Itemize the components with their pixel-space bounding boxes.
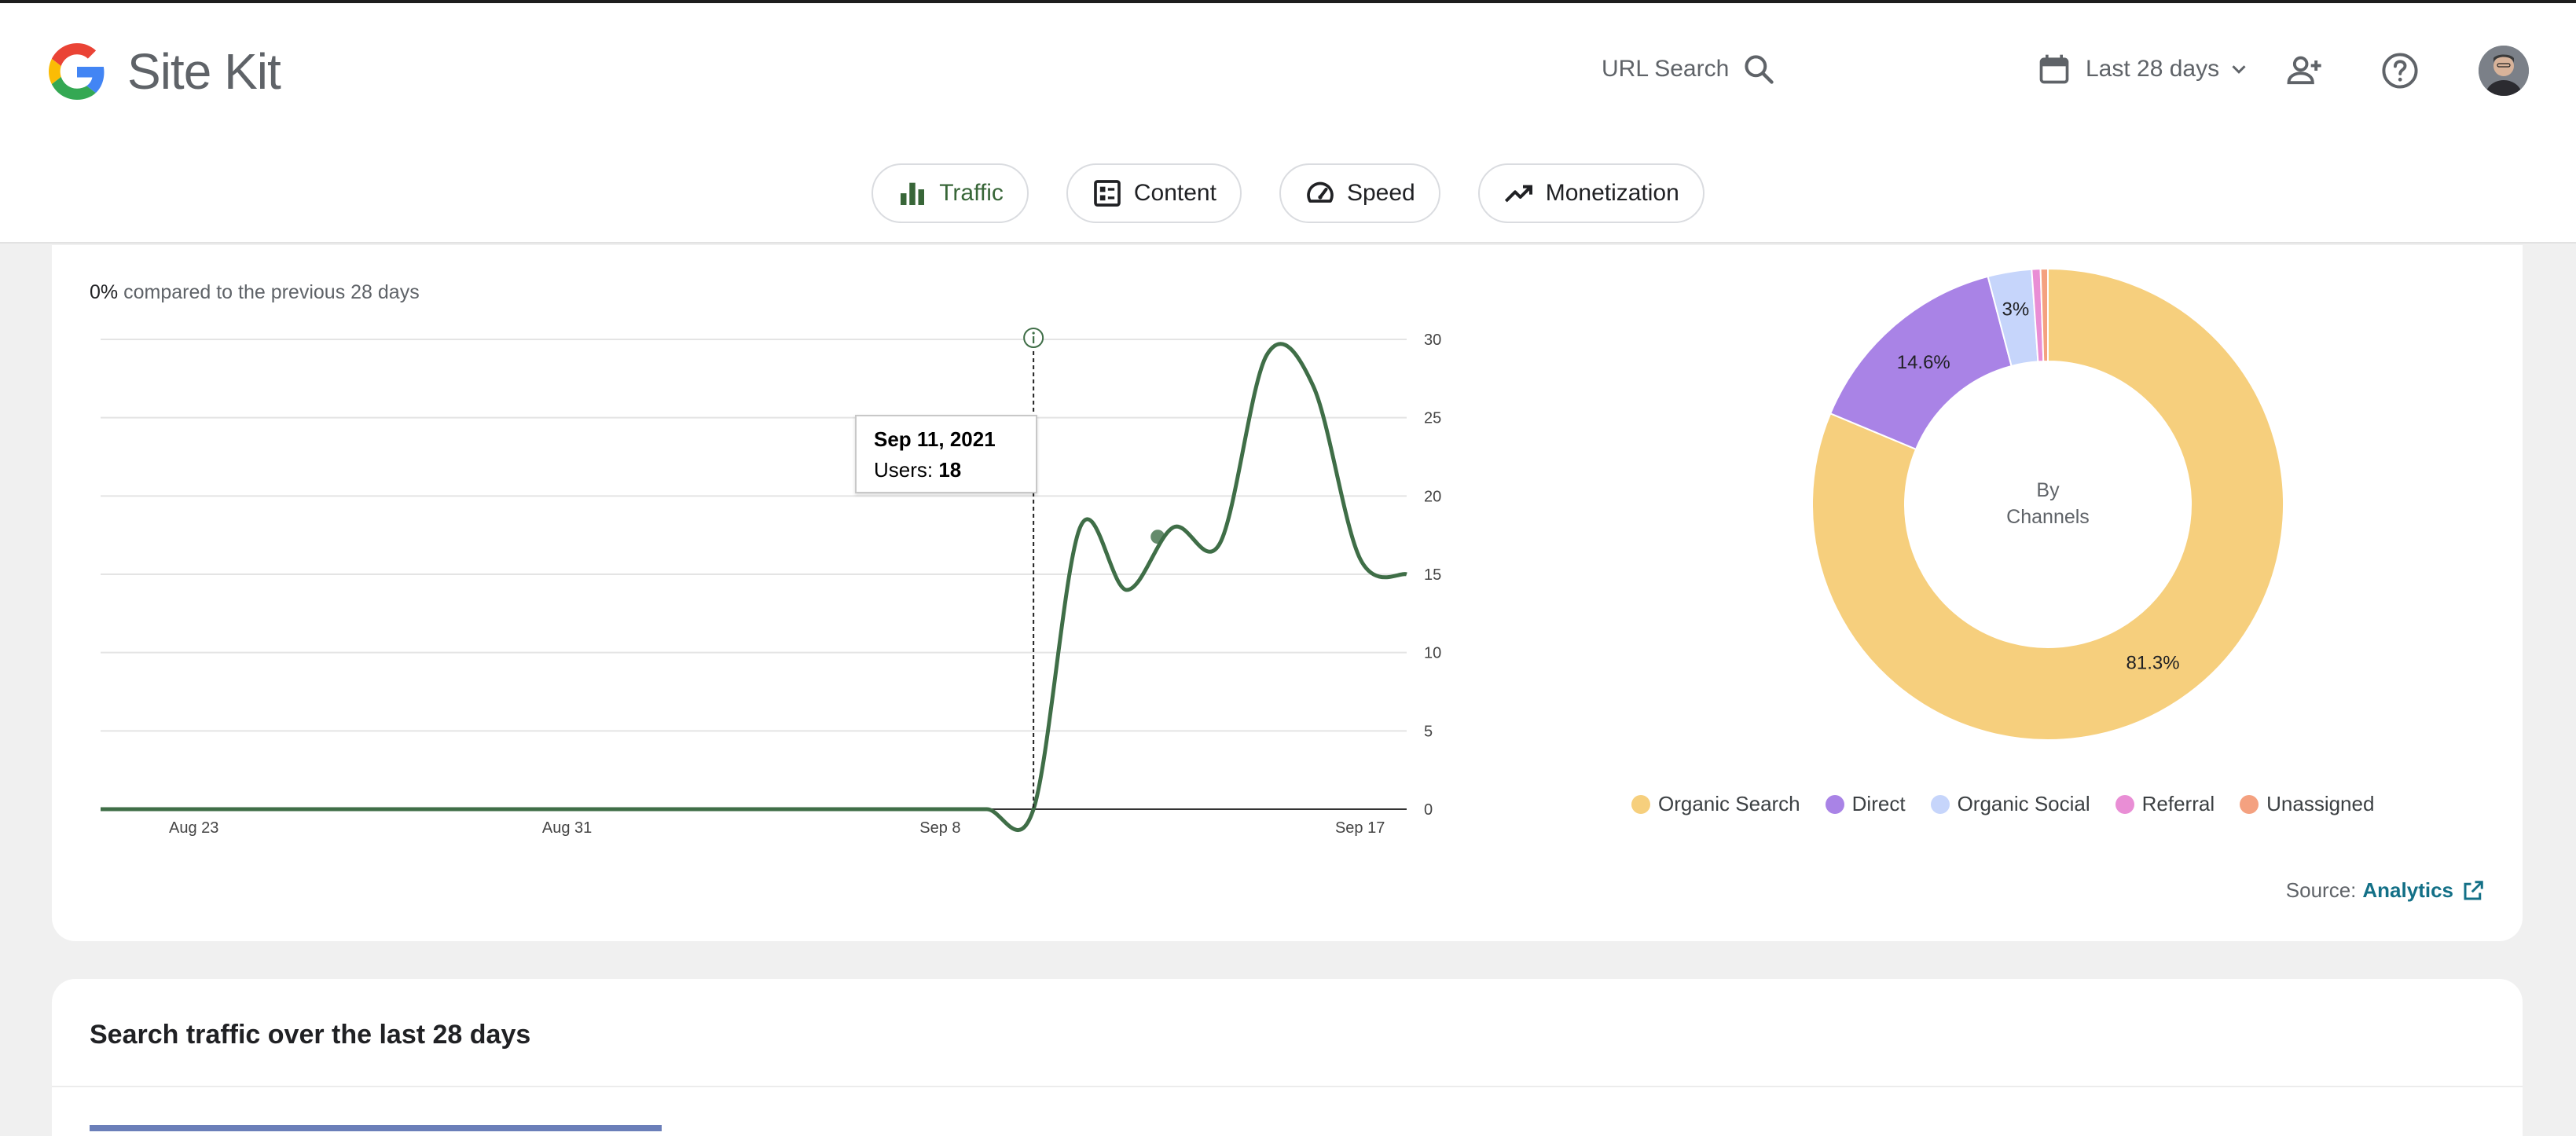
tab-speed-label: Speed	[1346, 180, 1415, 206]
channels-donut-chart[interactable]: 81.3% 14.6% 3% By Channels	[1569, 245, 2523, 874]
card-divider	[52, 1086, 2523, 1087]
tooltip-date: Sep 11, 2021	[874, 427, 996, 451]
google-logo-icon	[49, 43, 105, 100]
y-tick-label: 30	[1424, 332, 1441, 349]
users-line-chart[interactable]: 0 5 10 15 20 25 30 Aug 23 Aug 31 Sep 8 Sep 17	[52, 245, 1529, 874]
tab-content[interactable]: Content	[1066, 163, 1242, 223]
legend-label: Direct	[1851, 792, 1906, 815]
slice-label: 3%	[2002, 299, 2030, 320]
tab-traffic-label: Traffic	[939, 180, 1004, 206]
x-tick-label: Aug 23	[169, 819, 218, 837]
search-tab-indicator	[90, 1125, 662, 1131]
legend-item[interactable]: Unassigned	[2240, 792, 2374, 816]
tooltip-users-label: Users:	[874, 458, 939, 482]
avatar-image	[2479, 46, 2529, 96]
y-tick-label: 0	[1424, 801, 1433, 819]
legend-label: Organic Social	[1957, 792, 2090, 815]
url-search-button[interactable]: URL Search	[1602, 52, 1776, 86]
change-summary: 0% compared to the previous 28 days	[90, 281, 420, 304]
article-icon	[1094, 180, 1121, 207]
chart-tooltip: Sep 11, 2021 Users: 18	[855, 415, 1037, 493]
app-name: Site Kit	[127, 43, 281, 100]
donut-slice-direct[interactable]	[1829, 275, 2013, 451]
legend-item[interactable]: Organic Social	[1930, 792, 2090, 816]
tab-content-label: Content	[1133, 180, 1216, 206]
window-top-border	[0, 0, 2576, 3]
legend-label: Organic Search	[1658, 792, 1800, 815]
change-value: 0%	[90, 281, 119, 303]
users-series-line	[101, 342, 1407, 832]
legend-item[interactable]: Direct	[1825, 792, 1906, 816]
tab-monetization-label: Monetization	[1545, 180, 1679, 206]
external-link-icon[interactable]	[2461, 879, 2485, 903]
analytics-link[interactable]: Analytics	[2362, 878, 2453, 902]
user-avatar[interactable]	[2479, 46, 2529, 96]
annotation-info-icon[interactable]	[1023, 328, 1044, 348]
legend-swatch	[2240, 794, 2259, 814]
data-point[interactable]	[1150, 530, 1165, 544]
legend-label: Unassigned	[2266, 792, 2375, 815]
help-icon[interactable]	[2380, 50, 2420, 91]
bar-chart-icon	[901, 182, 925, 205]
legend-swatch	[1825, 794, 1844, 814]
donut-center-label: By	[2036, 479, 2060, 501]
chart-legend: Organic Search Direct Organic Social Referr…	[1631, 792, 2399, 816]
donut-slice-unassigned[interactable]	[2039, 267, 2049, 363]
y-tick-label: 25	[1424, 410, 1441, 427]
calendar-icon	[2039, 54, 2069, 84]
chevron-down-icon	[2232, 65, 2246, 74]
legend-swatch	[1631, 794, 1650, 814]
change-text: compared to the previous 28 days	[118, 281, 420, 303]
y-tick-label: 5	[1424, 723, 1433, 740]
speedometer-icon	[1307, 181, 1334, 203]
traffic-overview-card: 0% compared to the previous 28 days 0 5 10…	[52, 245, 2523, 941]
slice-label: 81.3%	[2126, 653, 2180, 674]
data-source: Source: Analytics	[2286, 878, 2485, 903]
tooltip-users: Users: 18	[874, 458, 1018, 482]
date-range-label: Last 28 days	[2086, 56, 2220, 82]
brand[interactable]: Site Kit	[49, 42, 281, 101]
search-traffic-card: Search traffic over the last 28 days	[52, 979, 2523, 1136]
tab-speed[interactable]: Speed	[1279, 163, 1440, 223]
source-label: Source:	[2285, 878, 2357, 902]
tab-monetization[interactable]: Monetization	[1477, 163, 1704, 223]
add-user-icon[interactable]	[2284, 50, 2325, 91]
x-tick-label: Sep 8	[919, 819, 960, 837]
legend-item[interactable]: Organic Search	[1631, 792, 1800, 816]
url-search-label: URL Search	[1602, 56, 1730, 82]
header: Site Kit URL Search Last 28 days	[0, 3, 2576, 244]
legend-swatch	[1930, 794, 1950, 814]
y-tick-label: 10	[1424, 645, 1441, 662]
tooltip-users-value: 18	[938, 458, 962, 482]
legend-swatch	[2115, 794, 2134, 814]
trending-up-icon	[1504, 185, 1532, 203]
search-traffic-title: Search traffic over the last 28 days	[90, 1020, 531, 1050]
x-tick-label: Aug 31	[542, 819, 592, 837]
donut-slice-organic-search[interactable]	[1811, 267, 2284, 741]
y-tick-label: 15	[1424, 566, 1441, 584]
dashboard-nav: Traffic Content Speed Monetization	[0, 163, 2576, 223]
y-tick-label: 20	[1424, 488, 1441, 505]
legend-item[interactable]: Referral	[2115, 792, 2215, 816]
date-range-selector[interactable]: Last 28 days	[2037, 52, 2251, 86]
slice-label: 14.6%	[1897, 352, 1950, 373]
search-icon	[1745, 55, 1774, 84]
donut-center-label: Channels	[2006, 506, 2090, 528]
tab-traffic[interactable]: Traffic	[872, 163, 1029, 223]
x-tick-label: Sep 17	[1335, 819, 1385, 837]
legend-label: Referral	[2141, 792, 2215, 815]
